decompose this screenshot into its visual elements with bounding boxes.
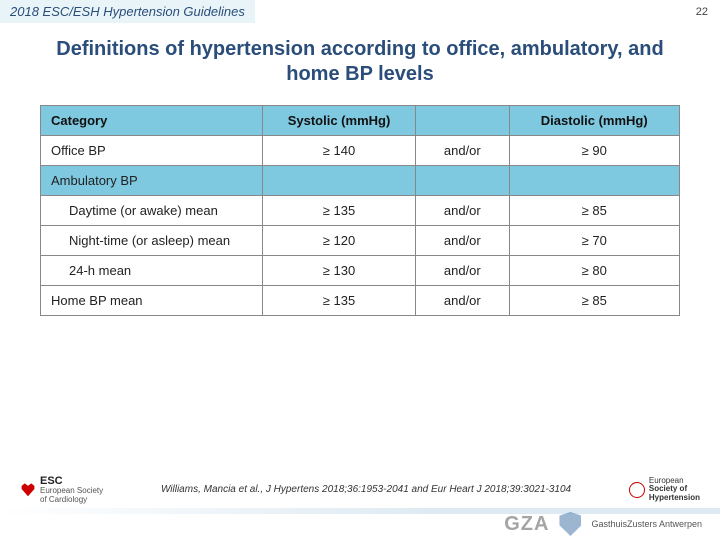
row-conj: and/or bbox=[416, 286, 509, 316]
gza-tagline: GasthuisZusters Antwerpen bbox=[591, 519, 702, 529]
esc-line2: of Cardiology bbox=[40, 496, 103, 504]
row-label: Daytime (or awake) mean bbox=[41, 196, 263, 226]
row-systolic: ≥ 140 bbox=[262, 136, 415, 166]
row-diastolic: ≥ 70 bbox=[509, 226, 680, 256]
row-diastolic: ≥ 80 bbox=[509, 256, 680, 286]
col-category: Category bbox=[41, 106, 263, 136]
guideline-header: 2018 ESC/ESH Hypertension Guidelines bbox=[0, 0, 255, 23]
heart-icon bbox=[20, 482, 36, 498]
row-cell bbox=[416, 166, 509, 196]
row-label: Ambulatory BP bbox=[41, 166, 263, 196]
row-conj: and/or bbox=[416, 136, 509, 166]
col-diastolic: Diastolic (mmHg) bbox=[509, 106, 680, 136]
row-cell bbox=[262, 166, 415, 196]
row-label: Office BP bbox=[41, 136, 263, 166]
page-title: Definitions of hypertension according to… bbox=[40, 37, 680, 87]
row-label: Home BP mean bbox=[41, 286, 263, 316]
table-row: Night-time (or asleep) mean≥ 120and/or≥ … bbox=[41, 226, 680, 256]
col-conj bbox=[416, 106, 509, 136]
row-diastolic: ≥ 90 bbox=[509, 136, 680, 166]
row-cell bbox=[509, 166, 680, 196]
footer: ESC European Society of Cardiology Willi… bbox=[0, 476, 720, 504]
row-systolic: ≥ 130 bbox=[262, 256, 415, 286]
row-conj: and/or bbox=[416, 196, 509, 226]
table-header-row: Category Systolic (mmHg) Diastolic (mmHg… bbox=[41, 106, 680, 136]
row-conj: and/or bbox=[416, 226, 509, 256]
row-systolic: ≥ 120 bbox=[262, 226, 415, 256]
table-row: 24-h mean≥ 130and/or≥ 80 bbox=[41, 256, 680, 286]
table-row: Office BP≥ 140and/or≥ 90 bbox=[41, 136, 680, 166]
table-row: Daytime (or awake) mean≥ 135and/or≥ 85 bbox=[41, 196, 680, 226]
col-systolic: Systolic (mmHg) bbox=[262, 106, 415, 136]
bp-definitions-table: Category Systolic (mmHg) Diastolic (mmHg… bbox=[40, 105, 680, 316]
esh-circle-icon bbox=[629, 482, 645, 498]
row-label: 24-h mean bbox=[41, 256, 263, 286]
shield-icon bbox=[559, 512, 581, 536]
esh-logo: European Society of Hypertension bbox=[629, 477, 700, 503]
page-number: 22 bbox=[696, 6, 708, 18]
row-label: Night-time (or asleep) mean bbox=[41, 226, 263, 256]
sub-footer: GZA GasthuisZusters Antwerpen bbox=[504, 512, 702, 536]
table-row: Home BP mean≥ 135and/or≥ 85 bbox=[41, 286, 680, 316]
esh-line3: Hypertension bbox=[649, 494, 700, 503]
gza-abbrev: GZA bbox=[504, 513, 549, 536]
row-diastolic: ≥ 85 bbox=[509, 286, 680, 316]
row-diastolic: ≥ 85 bbox=[509, 196, 680, 226]
row-systolic: ≥ 135 bbox=[262, 286, 415, 316]
table-row: Ambulatory BP bbox=[41, 166, 680, 196]
row-systolic: ≥ 135 bbox=[262, 196, 415, 226]
citation-text: Williams, Mancia et al., J Hypertens 201… bbox=[103, 484, 629, 495]
esc-logo: ESC European Society of Cardiology bbox=[20, 476, 103, 504]
row-conj: and/or bbox=[416, 256, 509, 286]
